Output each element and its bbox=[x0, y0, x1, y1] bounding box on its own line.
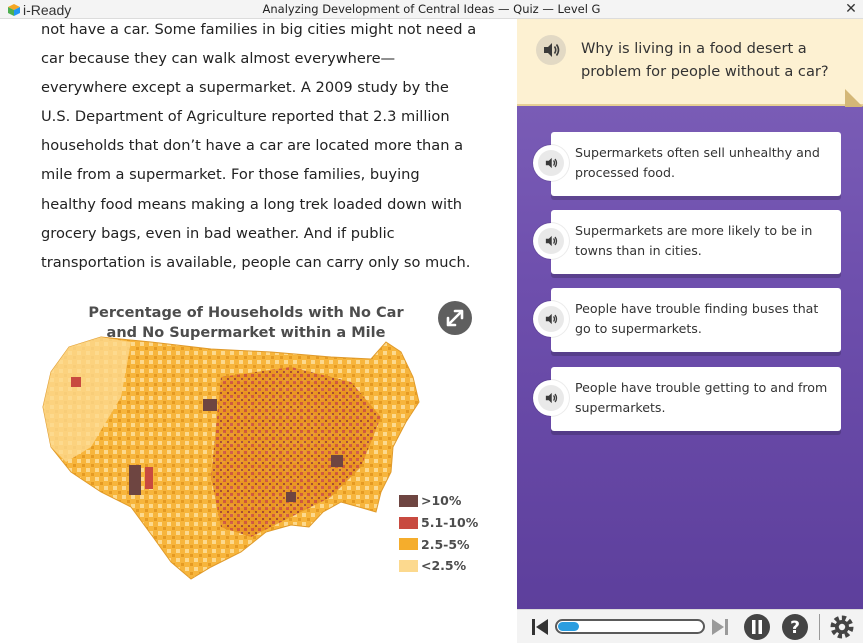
logo-text: i-Ready bbox=[23, 1, 72, 18]
title-bar: i-Ready Analyzing Development of Central… bbox=[0, 0, 863, 19]
answer-option-4[interactable]: People have trouble getting to and from … bbox=[533, 367, 841, 431]
toolbar-divider bbox=[819, 614, 820, 640]
expand-image-button[interactable] bbox=[438, 301, 472, 335]
question-box: Why is living in a food desert a problem… bbox=[517, 19, 863, 107]
question-audio-button[interactable] bbox=[536, 35, 566, 65]
map-title-line: and No Supermarket within a Mile bbox=[106, 325, 386, 341]
settings-icon[interactable] bbox=[828, 613, 856, 641]
question-text: Why is living in a food desert a problem… bbox=[581, 40, 829, 80]
close-button[interactable]: ✕ bbox=[845, 1, 857, 17]
speaker-icon bbox=[545, 392, 558, 404]
legend-label: 5.1-10% bbox=[421, 515, 479, 531]
legend-label: 2.5-5% bbox=[421, 536, 470, 552]
answer-option-1[interactable]: Supermarkets often sell unhealthy and pr… bbox=[533, 132, 841, 196]
legend-label: >10% bbox=[421, 493, 462, 509]
legend-item: >10% bbox=[399, 490, 478, 512]
skip-back-icon[interactable] bbox=[527, 614, 553, 640]
logo-cube-icon bbox=[8, 3, 20, 16]
map-title: Percentage of Households with No Car and… bbox=[41, 303, 451, 343]
help-icon[interactable]: ? bbox=[781, 613, 809, 641]
passage-line: healthy food means making a long trek lo… bbox=[41, 195, 463, 213]
legend-swatch bbox=[399, 516, 418, 529]
map-title-line: Percentage of Households with No Car bbox=[88, 305, 404, 321]
legend-item: <2.5% bbox=[399, 555, 478, 577]
speaker-icon bbox=[545, 235, 558, 247]
legend-swatch bbox=[399, 538, 418, 551]
map-legend: >10% 5.1-10% 2.5-5% <2.5% bbox=[399, 490, 478, 577]
reading-passage: not have a car. Some families in big cit… bbox=[41, 15, 491, 277]
legend-swatch bbox=[399, 559, 418, 572]
speaker-icon bbox=[545, 313, 558, 325]
window-title: Analyzing Development of Central Ideas —… bbox=[262, 2, 601, 16]
answer-option-3[interactable]: People have trouble finding buses that g… bbox=[533, 288, 841, 352]
expand-icon bbox=[446, 309, 464, 327]
legend-item: 2.5-5% bbox=[399, 533, 478, 555]
answer-audio-button[interactable] bbox=[533, 380, 569, 416]
passage-line: grocery bags, even in bad weather. And i… bbox=[41, 224, 395, 242]
svg-text:?: ? bbox=[790, 618, 800, 638]
answer-audio-button[interactable] bbox=[533, 145, 569, 181]
food-desert-map: Percentage of Households with No Car and… bbox=[41, 297, 481, 587]
question-panel: Why is living in a food desert a problem… bbox=[517, 19, 863, 609]
skip-forward-icon[interactable] bbox=[707, 614, 733, 640]
answer-text: Supermarkets are more likely to be in to… bbox=[575, 223, 813, 258]
page-fold bbox=[845, 89, 863, 107]
answer-audio-button[interactable] bbox=[533, 301, 569, 337]
speaker-icon bbox=[545, 157, 558, 169]
speaker-icon bbox=[544, 43, 560, 57]
progress-fill bbox=[558, 622, 579, 631]
passage-line: not have a car. Some families in big cit… bbox=[41, 21, 477, 38]
passage-line: car because they can walk almost everywh… bbox=[41, 50, 396, 68]
passage-line: everywhere except a supermarket. A 2009 … bbox=[41, 79, 449, 97]
legend-label: <2.5% bbox=[421, 558, 467, 574]
pause-icon[interactable] bbox=[743, 613, 771, 641]
answer-text: People have trouble finding buses that g… bbox=[575, 301, 819, 336]
us-map-image bbox=[42, 336, 420, 580]
app-logo: i-Ready bbox=[8, 1, 71, 18]
passage-line: mile from a supermarket. For those famil… bbox=[41, 166, 420, 184]
legend-swatch bbox=[399, 494, 418, 507]
legend-item: 5.1-10% bbox=[399, 512, 478, 534]
answer-text: People have trouble getting to and from … bbox=[575, 380, 828, 415]
answer-audio-button[interactable] bbox=[533, 223, 569, 259]
progress-bar bbox=[555, 619, 705, 634]
passage-line: transportation is available, people can … bbox=[41, 253, 471, 271]
answer-option-2[interactable]: Supermarkets are more likely to be in to… bbox=[533, 210, 841, 274]
answer-text: Supermarkets often sell unhealthy and pr… bbox=[575, 145, 820, 180]
passage-line: households that don’t have a car are loc… bbox=[41, 137, 464, 155]
passage-line: U.S. Department of Agriculture reported … bbox=[41, 108, 450, 126]
player-controls: ? bbox=[517, 609, 863, 643]
